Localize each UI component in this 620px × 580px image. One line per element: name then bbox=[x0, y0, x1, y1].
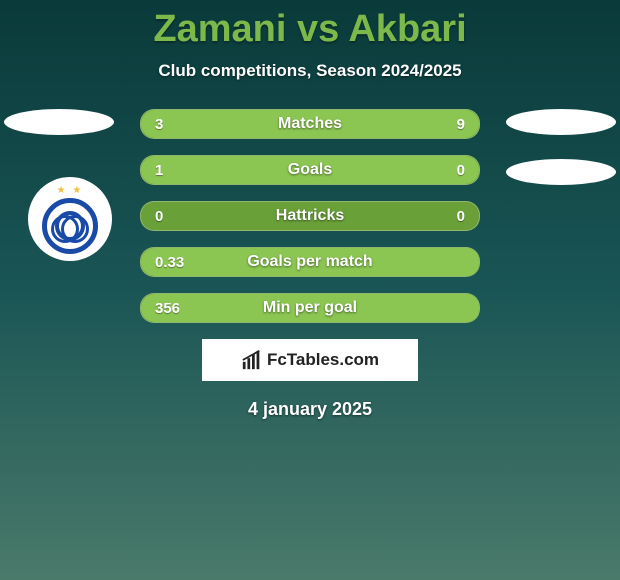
stat-label: Hattricks bbox=[276, 207, 344, 225]
stat-label: Goals per match bbox=[247, 253, 372, 271]
generation-date: 4 january 2025 bbox=[0, 399, 620, 420]
stat-row-goals: 1 Goals 0 bbox=[140, 155, 480, 185]
stat-value-left: 1 bbox=[155, 162, 163, 179]
stat-row-matches: 3 Matches 9 bbox=[140, 109, 480, 139]
watermark[interactable]: FcTables.com bbox=[202, 339, 418, 381]
watermark-text: FcTables.com bbox=[267, 350, 379, 370]
stat-value-left: 0 bbox=[155, 208, 163, 225]
stat-label: Min per goal bbox=[263, 299, 357, 317]
club-crest-icon bbox=[42, 198, 98, 254]
player-right-slot bbox=[506, 109, 616, 135]
star-icon: ★ ★ bbox=[57, 185, 84, 196]
chart-icon bbox=[241, 349, 263, 371]
stat-value-right: 0 bbox=[457, 162, 465, 179]
stat-value-left: 356 bbox=[155, 300, 180, 317]
club-left-badge: ★ ★ bbox=[28, 177, 112, 261]
stat-label: Goals bbox=[288, 161, 332, 179]
stat-row-goals-per-match: 0.33 Goals per match bbox=[140, 247, 480, 277]
stat-value-left: 3 bbox=[155, 116, 163, 133]
stat-label: Matches bbox=[278, 115, 342, 133]
stat-fill-right bbox=[226, 110, 480, 138]
stat-row-hattricks: 0 Hattricks 0 bbox=[140, 201, 480, 231]
page-title: Zamani vs Akbari bbox=[0, 0, 620, 51]
stat-value-right: 9 bbox=[457, 116, 465, 133]
stat-value-right: 0 bbox=[457, 208, 465, 225]
stat-value-left: 0.33 bbox=[155, 254, 184, 271]
stat-fill-left bbox=[141, 156, 405, 184]
comparison-panel: ★ ★ 3 Matches 9 1 Goals 0 0 Hattricks 0 bbox=[0, 109, 620, 420]
stat-fill-left bbox=[141, 110, 226, 138]
stat-row-min-per-goal: 356 Min per goal bbox=[140, 293, 480, 323]
club-right-slot bbox=[506, 159, 616, 185]
stat-fill-right bbox=[405, 156, 479, 184]
stat-bars: 3 Matches 9 1 Goals 0 0 Hattricks 0 0.33… bbox=[140, 109, 480, 323]
subtitle: Club competitions, Season 2024/2025 bbox=[0, 61, 620, 81]
player-left-slot bbox=[4, 109, 114, 135]
